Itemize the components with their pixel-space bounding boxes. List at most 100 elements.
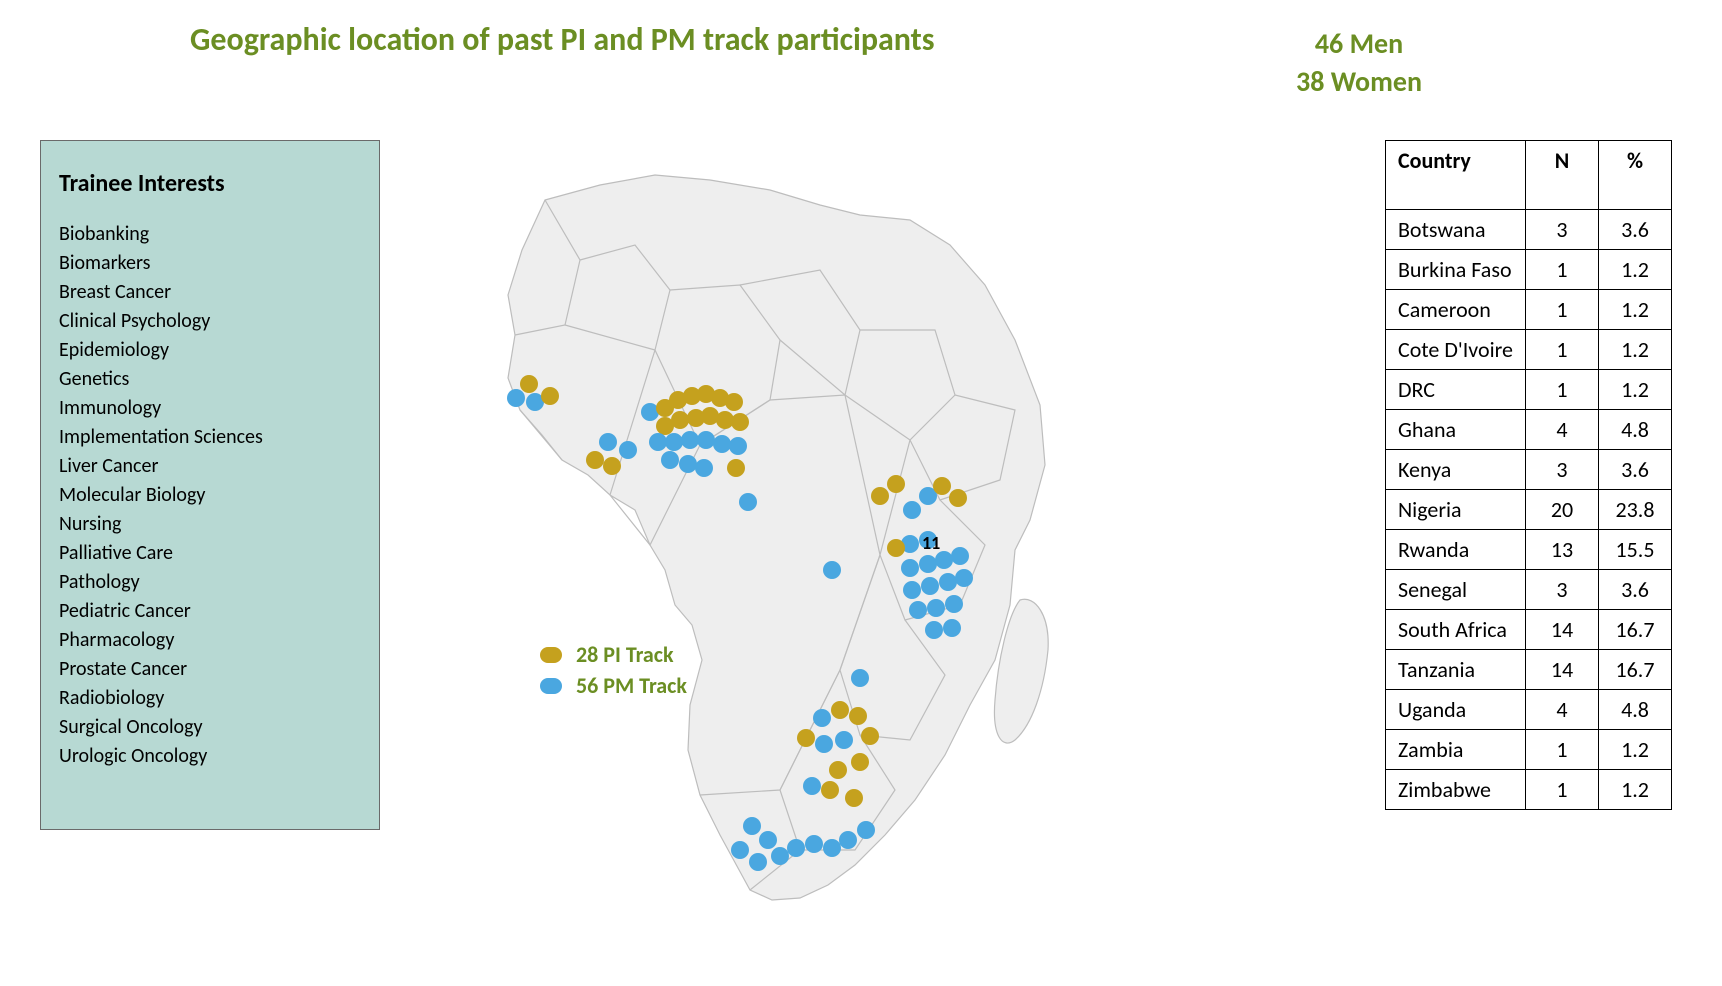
list-item: Genetics <box>59 365 361 394</box>
cell-country: South Africa <box>1385 610 1525 650</box>
pm-dot-icon <box>939 573 957 591</box>
pm-dot-icon <box>901 559 919 577</box>
cell-country: Senegal <box>1385 570 1525 610</box>
trainee-interests-title: Trainee Interests <box>59 169 361 198</box>
list-item: Pediatric Cancer <box>59 597 361 626</box>
pi-dot-icon <box>829 761 847 779</box>
slide: Geographic location of past PI and PM tr… <box>0 0 1722 986</box>
cell-country: Uganda <box>1385 690 1525 730</box>
pm-dot-icon <box>925 621 943 639</box>
pm-dot-icon <box>731 841 749 859</box>
table-row: Botswana33.6 <box>1385 210 1671 250</box>
cell-country: Ghana <box>1385 410 1525 450</box>
list-item: Molecular Biology <box>59 481 361 510</box>
pm-dot-icon <box>713 435 731 453</box>
trainee-interests-box: Trainee Interests BiobankingBiomarkersBr… <box>40 140 380 830</box>
cell-pct: 4.8 <box>1599 410 1672 450</box>
pm-dot-icon <box>749 853 767 871</box>
cell-n: 1 <box>1526 250 1599 290</box>
legend-pi-dot-icon <box>540 647 562 663</box>
cell-n: 3 <box>1526 450 1599 490</box>
list-item: Prostate Cancer <box>59 655 361 684</box>
table-row: Zimbabwe11.2 <box>1385 770 1671 810</box>
cell-n: 20 <box>1526 490 1599 530</box>
cell-pct: 3.6 <box>1599 450 1672 490</box>
pi-dot-icon <box>821 781 839 799</box>
pi-dot-icon <box>933 477 951 495</box>
pm-dot-icon <box>619 441 637 459</box>
pm-dot-icon <box>649 433 667 451</box>
pm-dot-icon <box>919 555 937 573</box>
pi-dot-icon <box>731 413 749 431</box>
pm-dot-icon <box>507 389 525 407</box>
cell-pct: 1.2 <box>1599 770 1672 810</box>
cell-n: 3 <box>1526 210 1599 250</box>
table-row: South Africa1416.7 <box>1385 610 1671 650</box>
pi-dot-icon <box>887 475 905 493</box>
cell-pct: 16.7 <box>1599 610 1672 650</box>
cell-country: Zimbabwe <box>1385 770 1525 810</box>
table-header-row: Country N % <box>1385 141 1671 210</box>
pm-dot-icon <box>803 777 821 795</box>
gender-men: 46 Men <box>1296 25 1422 63</box>
table-row: Uganda44.8 <box>1385 690 1671 730</box>
map-land <box>508 175 1048 900</box>
cell-pct: 1.2 <box>1599 370 1672 410</box>
cell-country: Zambia <box>1385 730 1525 770</box>
pm-dot-icon <box>679 455 697 473</box>
cell-pct: 1.2 <box>1599 250 1672 290</box>
pm-dot-icon <box>743 817 761 835</box>
pm-dot-icon <box>805 835 823 853</box>
cell-country: Cameroon <box>1385 290 1525 330</box>
list-item: Implementation Sciences <box>59 423 361 452</box>
table-row: Ghana44.8 <box>1385 410 1671 450</box>
cell-n: 4 <box>1526 410 1599 450</box>
list-item: Palliative Care <box>59 539 361 568</box>
pm-dot-icon <box>813 709 831 727</box>
pi-dot-icon <box>887 539 905 557</box>
slide-title: Geographic location of past PI and PM tr… <box>190 20 935 59</box>
table-row: Rwanda1315.5 <box>1385 530 1671 570</box>
country-tbody: Botswana33.6Burkina Faso11.2Cameroon11.2… <box>1385 210 1671 810</box>
table-row: Burkina Faso11.2 <box>1385 250 1671 290</box>
list-item: Biomarkers <box>59 249 361 278</box>
legend-pm-label: 56 PM Track <box>576 671 687 702</box>
col-pct: % <box>1599 141 1672 210</box>
pi-dot-icon <box>797 729 815 747</box>
cell-n: 1 <box>1526 730 1599 770</box>
cell-n: 14 <box>1526 610 1599 650</box>
table-row: DRC11.2 <box>1385 370 1671 410</box>
legend-pm-row: 56 PM Track <box>540 671 687 702</box>
pm-dot-icon <box>839 831 857 849</box>
africa-outline-path <box>508 175 1045 900</box>
pi-dot-icon <box>586 451 604 469</box>
pm-dot-icon <box>909 601 927 619</box>
table-row: Senegal33.6 <box>1385 570 1671 610</box>
cell-country: Botswana <box>1385 210 1525 250</box>
pm-dot-icon <box>955 569 973 587</box>
list-item: Liver Cancer <box>59 452 361 481</box>
pm-dot-icon <box>665 433 683 451</box>
cell-pct: 1.2 <box>1599 730 1672 770</box>
pm-dot-icon <box>695 459 713 477</box>
pm-dot-icon <box>857 821 875 839</box>
cell-pct: 3.6 <box>1599 570 1672 610</box>
legend-pm-dot-icon <box>540 678 562 694</box>
list-item: Pharmacology <box>59 626 361 655</box>
pi-dot-icon <box>725 393 743 411</box>
pm-dot-icon <box>921 577 939 595</box>
pm-dot-icon <box>729 437 747 455</box>
cell-pct: 23.8 <box>1599 490 1672 530</box>
pi-dot-icon <box>851 753 869 771</box>
pm-dot-icon <box>823 839 841 857</box>
pi-dot-icon <box>871 487 889 505</box>
cell-n: 1 <box>1526 330 1599 370</box>
table-row: Nigeria2023.8 <box>1385 490 1671 530</box>
cell-country: Kenya <box>1385 450 1525 490</box>
pi-dot-icon <box>831 701 849 719</box>
pm-dot-icon <box>903 501 921 519</box>
pm-dot-icon <box>681 431 699 449</box>
gender-counts: 46 Men 38 Women <box>1296 25 1422 101</box>
cell-country: Tanzania <box>1385 650 1525 690</box>
cell-pct: 15.5 <box>1599 530 1672 570</box>
